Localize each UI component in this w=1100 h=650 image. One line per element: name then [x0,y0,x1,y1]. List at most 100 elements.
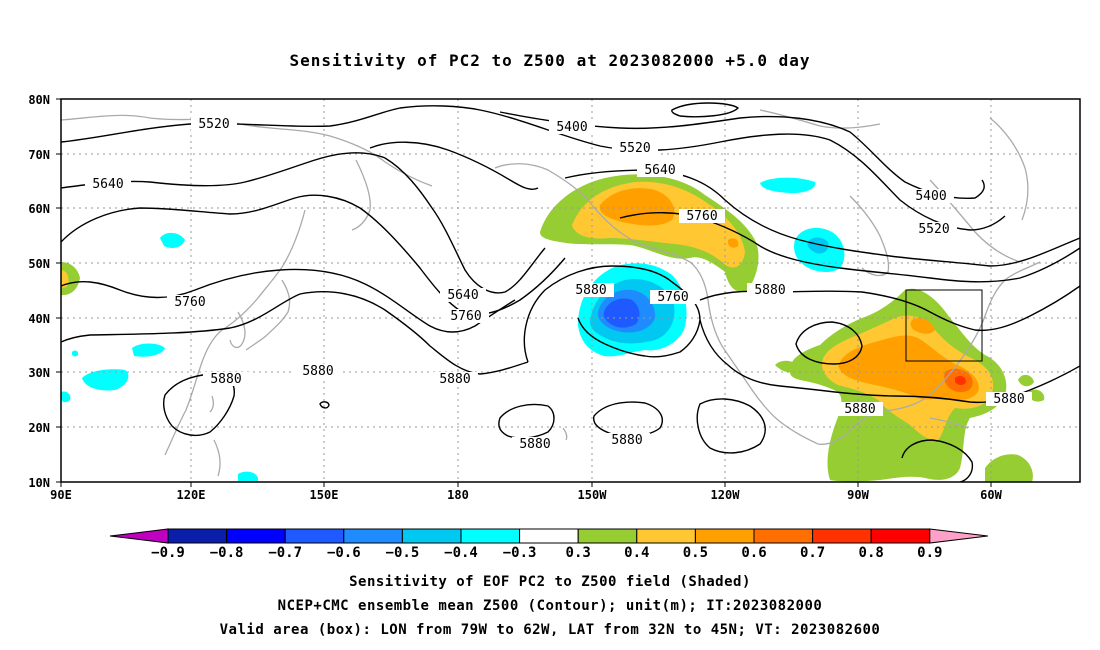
shade-lakes-lightblue [807,237,829,254]
x-tick-label: 150W [578,488,608,502]
colorbar-label: −0.6 [327,545,361,561]
colorbar-label: 0.4 [624,545,649,561]
shade-hudson-cyan [760,177,816,194]
colorbar-bin [284,528,345,544]
colorbar-bin [401,528,462,544]
shade-chn-cyan3 [61,391,71,403]
colorbar-bin [460,528,521,544]
colorbar-bin [753,528,814,544]
coast-arctic-is [759,109,881,129]
contour-label: 5520 [619,141,650,156]
y-tick-label: 70N [28,148,50,162]
shade-gulf-green [775,360,800,373]
map-frame [60,98,1081,483]
contour-label: 5880 [575,283,606,298]
shade-chn-cyan1 [132,343,165,357]
y-tick-label: 20N [28,421,50,435]
x-tick-label: 90E [50,488,72,502]
coast-philippines [213,439,221,477]
contour-label: 5880 [302,364,333,379]
coast-taiwan [209,395,214,413]
coast-east-us [927,261,1041,397]
y-tick-label: 60N [28,202,50,216]
colorbar-label: 0.9 [917,545,942,561]
coast-siberia [61,114,433,187]
contour-label: 5640 [447,288,478,303]
x-tick-label: 120W [711,488,741,502]
contour-label: 5880 [611,433,642,448]
colorbar-bin [694,528,755,544]
contour-label: 5880 [993,392,1024,407]
x-tick-label: 60W [980,488,1002,502]
colorbar-label: −0.9 [151,545,185,561]
contour-labels: 5520 5400 5520 5640 5640 5760 5400 5520 … [85,117,1032,452]
valid-area-box [905,289,983,362]
shade-atl-green3 [985,454,1033,482]
coast-alaska [494,163,709,301]
contour-label: 5760 [450,309,481,324]
y-tick-label: 30N [28,366,50,380]
contour-label: 5520 [918,222,949,237]
coast-nwus [707,299,819,445]
shade-sib-cyan [160,232,185,248]
contour-5880-small [319,401,330,409]
colorbar-arrow-max [929,528,988,544]
contour-label: 5880 [519,437,550,452]
caption-line-1: Sensitivity of EOF PC2 to Z500 field (Sh… [349,574,751,590]
x-tick-label: 90W [847,488,869,502]
colorbar-label: 0.3 [566,545,591,561]
colorbar: −0.9 −0.8 −0.7 −0.6 −0.5 −0.4 −0.3 0.3 0.4 0.5 0.6… [109,528,988,561]
colorbar-bin [343,528,403,544]
colorbar-bin [577,528,638,544]
coast-greenland [989,117,1029,221]
x-axis-labels: 90E 120E 150E 180 150W 120W 90W 60W [50,488,1002,502]
contour-5760-s [61,268,516,333]
x-tick-label: 180 [447,488,469,502]
contour-5400-low [671,102,740,118]
contour-5880-cell-us [795,321,863,365]
contour-label: 5520 [198,117,229,132]
shade-atl-green2 [1028,389,1045,402]
shade-pac-darkblue [603,298,640,328]
contour-label: 5760 [686,209,717,224]
colorbar-label: 0.7 [800,545,825,561]
coast-kamchatka [351,159,371,231]
shade-na-orange [838,335,979,400]
y-tick-label: 50N [28,257,50,271]
shade-na-red [955,375,966,385]
chart-title: Sensitivity of PC2 to Z500 at 2023082000… [289,51,811,70]
contour-label: 5400 [556,120,587,135]
colorbar-bin [519,528,579,544]
colorbar-bin [636,528,696,544]
contour-label: 5640 [644,163,675,178]
contour-5880-pac2 [577,317,646,357]
coastlines [61,109,1041,477]
colorbar-bin [226,528,286,544]
contour-5520-b [369,141,539,190]
coast-caribbean [929,417,969,429]
colorbar-bin [812,528,872,544]
coast-hawaii [562,427,568,441]
shade-atl-green1 [1018,374,1034,387]
colorbar-label: 0.8 [859,545,884,561]
colorbar-label: −0.4 [444,545,478,561]
contour-5880-cell-atl [901,439,974,482]
contour-label: 5400 [915,189,946,204]
contour-label: 5760 [657,290,688,305]
contour-5520-upper [61,105,1006,231]
caption-line-3: Valid area (box): LON from 79W to 62W, L… [219,622,881,638]
contour-5880-cell-sw [696,398,766,454]
shade-alaska-orange [599,188,675,226]
y-tick-label: 80N [28,93,50,107]
y-axis-labels: 80N 70N 60N 50N 40N 30N 20N 10N [28,93,50,490]
contour-label: 5760 [174,295,205,310]
contour-5880-cell-pac2 [593,401,663,437]
contour-label: 5880 [439,372,470,387]
contour-label: 5880 [754,283,785,298]
coast-korea [229,311,246,349]
tick-marks [56,98,992,487]
y-tick-label: 40N [28,312,50,326]
x-tick-label: 120E [177,488,206,502]
y-tick-label: 10N [28,476,50,490]
